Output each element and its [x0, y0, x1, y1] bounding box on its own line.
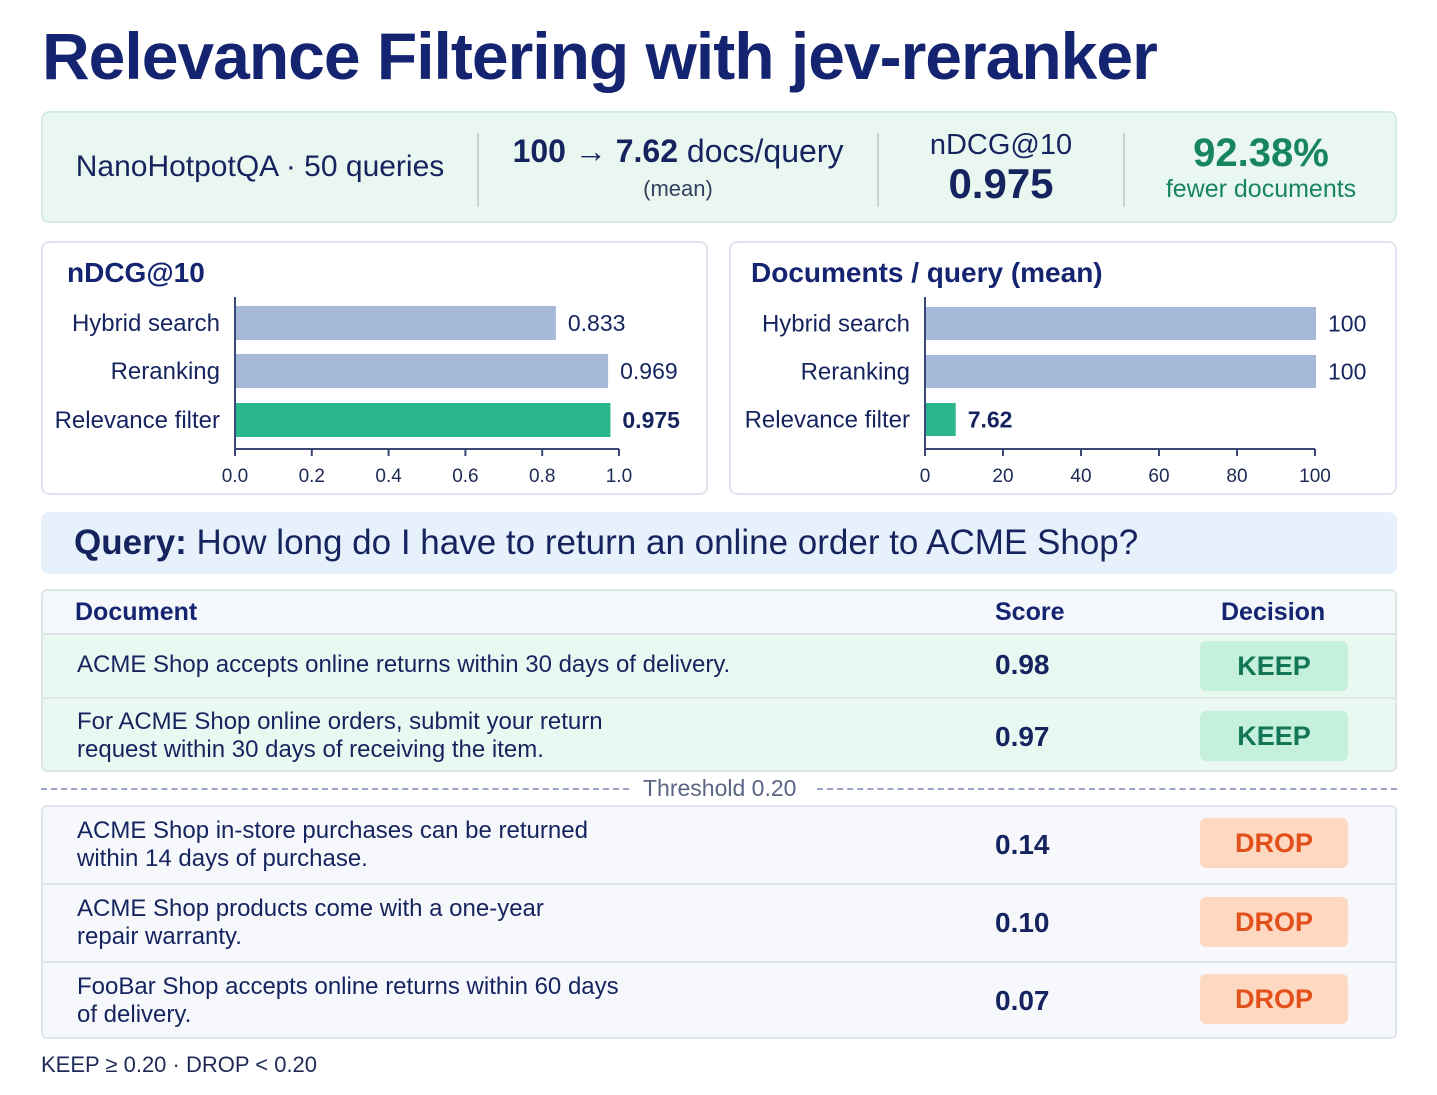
kept-documents-table: Document Score Decision ACME Shop accept…	[41, 589, 1397, 772]
category-label: Reranking	[111, 358, 220, 385]
ndcg-value: 0.975	[948, 159, 1054, 207]
ndcg-bar-chart: 0.0 0.2 0.4 0.6 0.8 1.0 Hybrid search 0.833 Rera…	[55, 297, 680, 487]
x-tick-label: 80	[1226, 466, 1247, 487]
drop-badge: DROP	[1200, 974, 1348, 1024]
data-label: 0.975	[622, 407, 680, 433]
decision-legend: KEEP ≥ 0.20 · DROP < 0.20	[41, 1052, 318, 1077]
score-value: 0.98	[995, 649, 1050, 680]
x-tick-label: 60	[1148, 466, 1169, 487]
document-text: FooBar Shop accepts online returns withi…	[77, 973, 619, 1028]
stat-divider	[1123, 133, 1125, 207]
query-label: Query:	[74, 523, 187, 562]
data-label: 7.62	[968, 407, 1013, 433]
bar	[926, 403, 956, 436]
document-text: ACME Shop accepts online returns within …	[77, 651, 731, 678]
docs-bar-chart: 0 20 40 60 80 100 Hybrid search 100 Reranking 100…	[745, 297, 1366, 487]
stat-divider	[477, 133, 479, 207]
dataset-label: NanoHotpotQA · 50 queries	[75, 150, 445, 183]
table-row: FooBar Shop accepts online returns withi…	[43, 961, 1395, 1037]
data-label: 100	[1328, 359, 1366, 385]
score-value: 0.97	[995, 721, 1050, 752]
threshold-line	[41, 788, 629, 790]
bar	[236, 403, 611, 437]
dataset-stat: NanoHotpotQA · 50 queries	[43, 113, 477, 221]
score-value: 0.14	[995, 829, 1050, 860]
x-tick-label: 100	[1299, 466, 1331, 487]
page-title: Relevance Filtering with jev-reranker	[42, 19, 1158, 93]
threshold-line	[817, 788, 1397, 790]
bar	[236, 354, 609, 388]
summary-stats-panel: NanoHotpotQA · 50 queries 100 → 7.62 doc…	[41, 111, 1397, 223]
docs-chart-title: Documents / query (mean)	[751, 257, 1103, 288]
x-tick-label: 20	[992, 466, 1013, 487]
query-text: How long do I have to return an online o…	[196, 523, 1139, 562]
data-label: 100	[1328, 311, 1366, 337]
reduction-stat: 92.38% fewer documents	[1125, 113, 1397, 221]
keep-badge: KEEP	[1200, 711, 1348, 761]
table-header: Document Score Decision	[43, 591, 1395, 635]
document-text: ACME Shop products come with a one-year …	[77, 895, 544, 950]
header-score: Score	[995, 598, 1065, 626]
table-row: ACME Shop products come with a one-year …	[43, 883, 1395, 961]
x-tick-label: 1.0	[606, 466, 632, 487]
x-tick-label: 0.6	[452, 466, 478, 487]
drop-badge: DROP	[1200, 897, 1348, 947]
ndcg-chart-title: nDCG@10	[67, 257, 205, 288]
ndcg-chart-card: nDCG@10 0.0 0.2 0.4 0.6 0.8 1.0 Hybrid search 0…	[41, 241, 708, 495]
drop-badge: DROP	[1200, 818, 1348, 868]
x-tick-label: 0	[920, 466, 931, 487]
docs-chart-card: Documents / query (mean) 0 20 40 60 80 100 Hyb…	[729, 241, 1397, 495]
category-label: Hybrid search	[72, 310, 220, 337]
table-row: ACME Shop in-store purchases can be retu…	[43, 807, 1395, 883]
docs-from-value: 100	[512, 132, 566, 169]
category-label: Reranking	[801, 359, 910, 386]
score-value: 0.10	[995, 907, 1050, 938]
threshold-label: Threshold 0.20	[643, 775, 797, 801]
reduction-value: 92.38%	[1193, 130, 1329, 175]
bar	[926, 307, 1316, 340]
x-tick-label: 0.8	[529, 466, 555, 487]
table-row: ACME Shop accepts online returns within …	[43, 635, 1395, 697]
stat-divider	[877, 133, 879, 207]
table-row: For ACME Shop online orders, submit your…	[43, 697, 1395, 770]
data-label: 0.969	[620, 358, 678, 384]
bar	[236, 306, 556, 340]
score-value: 0.07	[995, 985, 1050, 1016]
query-banner: Query: How long do I have to return an o…	[41, 512, 1397, 574]
ndcg-stat: nDCG@10 0.975	[879, 113, 1123, 221]
x-tick-label: 0.4	[375, 466, 402, 487]
docs-note: (mean)	[643, 175, 713, 201]
arrow-icon: →	[574, 132, 607, 169]
keep-badge: KEEP	[1200, 641, 1348, 691]
document-text: ACME Shop in-store purchases can be retu…	[77, 817, 588, 872]
x-tick-label: 0.2	[299, 466, 325, 487]
document-text: For ACME Shop online orders, submit your…	[77, 708, 603, 763]
docs-to-value: 7.62	[615, 132, 679, 169]
category-label: Relevance filter	[55, 407, 220, 434]
category-label: Hybrid search	[762, 311, 910, 338]
dropped-documents-table: ACME Shop in-store purchases can be retu…	[41, 805, 1397, 1039]
x-tick-label: 40	[1070, 466, 1091, 487]
docs-per-query-stat: 100 → 7.62 docs/query (mean)	[479, 113, 877, 221]
ndcg-label: nDCG@10	[929, 128, 1073, 161]
category-label: Relevance filter	[745, 407, 910, 434]
header-document: Document	[75, 598, 198, 626]
reduction-label: fewer documents	[1165, 174, 1357, 203]
docs-unit: docs/query	[686, 132, 844, 169]
bar	[926, 355, 1316, 388]
data-label: 0.833	[568, 310, 626, 336]
header-decision: Decision	[1221, 598, 1326, 626]
x-tick-label: 0.0	[222, 466, 248, 487]
